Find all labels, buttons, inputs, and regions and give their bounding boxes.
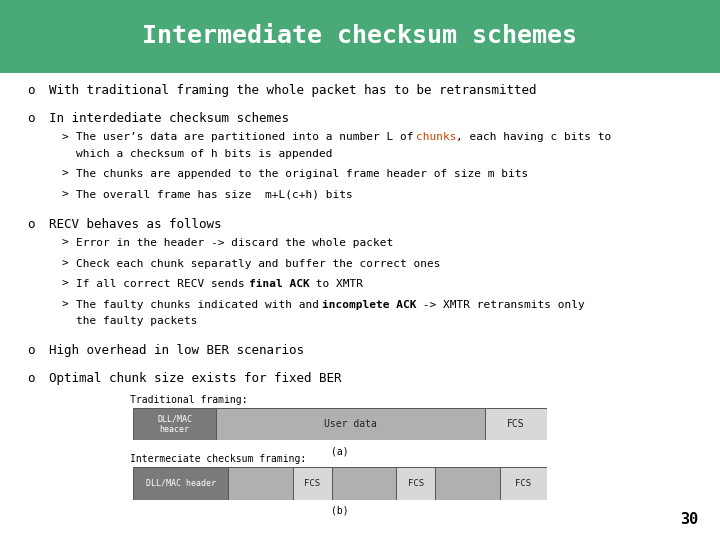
Text: Traditional framing:: Traditional framing: xyxy=(130,395,247,405)
FancyBboxPatch shape xyxy=(133,408,216,440)
Text: >: > xyxy=(61,169,68,179)
FancyBboxPatch shape xyxy=(228,467,292,500)
FancyBboxPatch shape xyxy=(485,408,547,440)
Text: Intermediate checksum schemes: Intermediate checksum schemes xyxy=(143,24,577,49)
Text: High overhead in low BER scenarios: High overhead in low BER scenarios xyxy=(49,344,304,357)
Text: -> XMTR retransmits only: -> XMTR retransmits only xyxy=(415,300,585,310)
Text: >: > xyxy=(61,132,68,143)
Text: Error in the header -> discard the whole packet: Error in the header -> discard the whole… xyxy=(76,238,393,248)
FancyBboxPatch shape xyxy=(332,467,396,500)
Text: If all correct RECV sends: If all correct RECV sends xyxy=(76,279,251,289)
Text: 30: 30 xyxy=(680,511,698,526)
Text: Intermeciate checksum framing:: Intermeciate checksum framing: xyxy=(130,454,306,464)
Text: , each having c bits to: , each having c bits to xyxy=(456,132,611,143)
Text: (b): (b) xyxy=(331,506,349,516)
Text: The user’s data are partitioned into a number L of: The user’s data are partitioned into a n… xyxy=(76,132,420,143)
FancyBboxPatch shape xyxy=(292,467,332,500)
Text: (a): (a) xyxy=(331,447,349,457)
FancyBboxPatch shape xyxy=(500,467,547,500)
Text: In interdediate checksum schemes: In interdediate checksum schemes xyxy=(49,112,289,125)
FancyBboxPatch shape xyxy=(396,467,436,500)
Text: Check each chunk separatly and buffer the correct ones: Check each chunk separatly and buffer th… xyxy=(76,259,440,269)
Text: The overall frame has size  m+L(c+h) bits: The overall frame has size m+L(c+h) bits xyxy=(76,190,352,200)
Text: >: > xyxy=(61,238,68,248)
Text: >: > xyxy=(61,300,68,310)
Text: FCS: FCS xyxy=(516,479,531,488)
Text: >: > xyxy=(61,279,68,289)
Text: o: o xyxy=(27,344,35,357)
Text: >: > xyxy=(61,190,68,200)
Text: to XMTR: to XMTR xyxy=(309,279,363,289)
Text: o: o xyxy=(27,218,35,231)
Text: which a checksum of h bits is appended: which a checksum of h bits is appended xyxy=(76,148,332,159)
FancyBboxPatch shape xyxy=(436,467,500,500)
Text: the faulty packets: the faulty packets xyxy=(76,316,197,326)
Text: Optimal chunk size exists for fixed BER: Optimal chunk size exists for fixed BER xyxy=(49,372,341,385)
Text: The faulty chunks indicated with and: The faulty chunks indicated with and xyxy=(76,300,325,310)
Text: o: o xyxy=(27,372,35,385)
Text: o: o xyxy=(27,84,35,97)
Text: With traditional framing the whole packet has to be retransmitted: With traditional framing the whole packe… xyxy=(49,84,536,97)
Text: FCS: FCS xyxy=(508,419,525,429)
Text: The chunks are appended to the original frame header of size m bits: The chunks are appended to the original … xyxy=(76,169,528,179)
Text: incomplete ACK: incomplete ACK xyxy=(323,300,417,310)
Text: User data: User data xyxy=(324,419,377,429)
Text: o: o xyxy=(27,112,35,125)
Text: final ACK: final ACK xyxy=(249,279,310,289)
Text: RECV behaves as follows: RECV behaves as follows xyxy=(49,218,222,231)
Text: chunks: chunks xyxy=(415,132,456,143)
FancyBboxPatch shape xyxy=(216,408,485,440)
Text: FCS: FCS xyxy=(304,479,320,488)
Text: FCS: FCS xyxy=(408,479,424,488)
FancyBboxPatch shape xyxy=(133,467,228,500)
Text: DLL/MAC
heacer: DLL/MAC heacer xyxy=(157,414,192,434)
Text: >: > xyxy=(61,259,68,269)
Text: DLL/MAC header: DLL/MAC header xyxy=(146,479,216,488)
